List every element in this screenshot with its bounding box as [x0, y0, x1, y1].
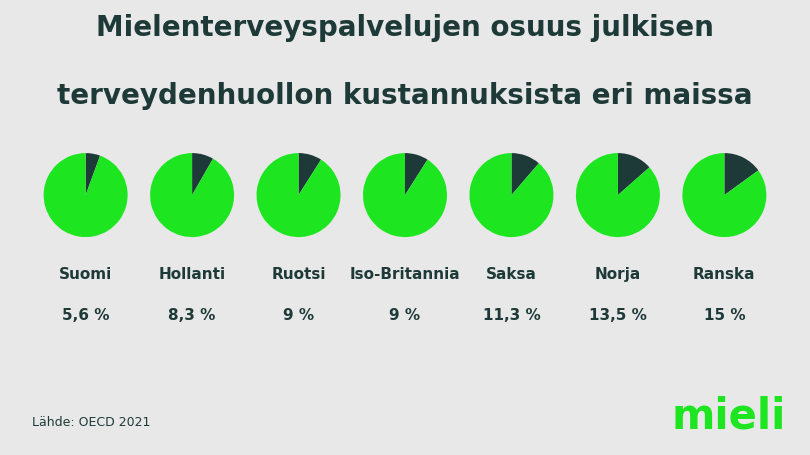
- Text: terveydenhuollon kustannuksista eri maissa: terveydenhuollon kustannuksista eri mais…: [58, 82, 752, 110]
- Wedge shape: [86, 154, 100, 196]
- Text: 13,5 %: 13,5 %: [589, 307, 647, 322]
- Text: Mielenterveyspalvelujen osuus julkisen: Mielenterveyspalvelujen osuus julkisen: [96, 14, 714, 41]
- Wedge shape: [299, 154, 321, 196]
- Wedge shape: [150, 154, 234, 238]
- Text: 8,3 %: 8,3 %: [168, 307, 215, 322]
- Text: Hollanti: Hollanti: [159, 266, 226, 281]
- Wedge shape: [363, 154, 447, 238]
- Text: Iso-Britannia: Iso-Britannia: [350, 266, 460, 281]
- Wedge shape: [511, 154, 539, 196]
- Wedge shape: [682, 154, 766, 238]
- Text: Ranska: Ranska: [693, 266, 756, 281]
- Wedge shape: [618, 154, 650, 196]
- Text: 11,3 %: 11,3 %: [483, 307, 540, 322]
- Wedge shape: [576, 154, 660, 238]
- Text: 5,6 %: 5,6 %: [62, 307, 109, 322]
- Wedge shape: [724, 154, 758, 196]
- Wedge shape: [192, 154, 213, 196]
- Text: Ruotsi: Ruotsi: [271, 266, 326, 281]
- Text: Suomi: Suomi: [59, 266, 113, 281]
- Text: mieli: mieli: [671, 395, 786, 437]
- Text: 9 %: 9 %: [390, 307, 420, 322]
- Text: Norja: Norja: [595, 266, 641, 281]
- Text: Lähde: OECD 2021: Lähde: OECD 2021: [32, 415, 151, 428]
- Text: Saksa: Saksa: [486, 266, 537, 281]
- Text: 9 %: 9 %: [283, 307, 314, 322]
- Wedge shape: [470, 154, 553, 238]
- Wedge shape: [44, 154, 128, 238]
- Wedge shape: [405, 154, 428, 196]
- Wedge shape: [257, 154, 340, 238]
- Text: 15 %: 15 %: [704, 307, 745, 322]
